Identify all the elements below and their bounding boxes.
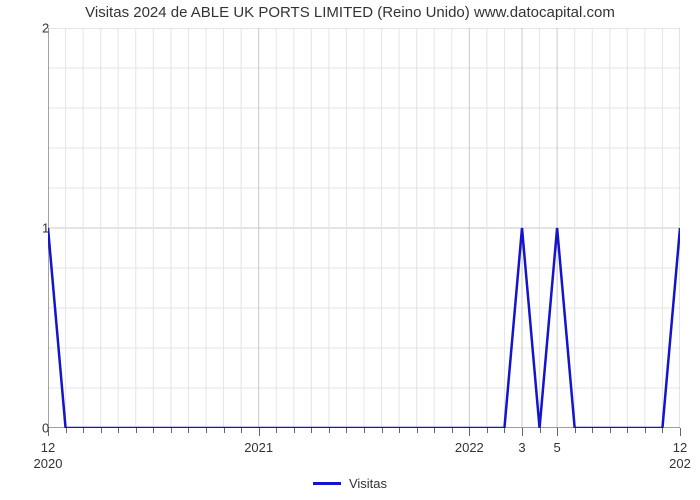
x-axis-tick-label: 2022 xyxy=(455,440,484,456)
x-axis-tick xyxy=(276,428,277,433)
legend-label: Visitas xyxy=(349,476,387,491)
x-axis-tick-label: 5 xyxy=(553,440,560,456)
x-axis-tick xyxy=(575,428,576,433)
x-axis-tick xyxy=(382,428,383,433)
x-axis-tick xyxy=(188,428,189,433)
x-axis-tick xyxy=(311,428,312,433)
x-axis-tick xyxy=(136,428,137,433)
x-axis-tick xyxy=(153,428,154,433)
chart-legend: Visitas xyxy=(0,476,700,491)
x-axis-tick xyxy=(294,428,295,433)
x-axis-tick xyxy=(680,428,681,436)
x-axis-tick xyxy=(452,428,453,433)
legend-swatch xyxy=(313,482,341,485)
x-axis-tick xyxy=(627,428,628,433)
x-axis-tick-label: 2021 xyxy=(244,440,273,456)
x-axis-tick xyxy=(224,428,225,433)
x-axis-tick xyxy=(417,428,418,433)
x-axis-tick xyxy=(259,428,260,436)
x-axis-tick xyxy=(66,428,67,433)
x-axis-tick xyxy=(504,428,505,433)
x-axis-tick xyxy=(118,428,119,433)
x-axis-tick xyxy=(592,428,593,433)
x-axis-tick xyxy=(540,428,541,433)
x-axis-tick xyxy=(487,428,488,433)
chart-title: Visitas 2024 de ABLE UK PORTS LIMITED (R… xyxy=(0,4,700,21)
x-axis-tick-label: 122020 xyxy=(34,440,63,471)
x-axis-tick xyxy=(101,428,102,433)
x-axis-tick xyxy=(48,428,49,436)
x-axis-tick xyxy=(522,428,523,436)
visits-line-chart: Visitas 2024 de ABLE UK PORTS LIMITED (R… xyxy=(0,0,700,500)
x-axis-tick xyxy=(610,428,611,433)
x-axis-tick xyxy=(645,428,646,433)
x-axis-tick xyxy=(364,428,365,433)
x-axis-tick xyxy=(206,428,207,433)
x-axis-tick xyxy=(557,428,558,436)
x-axis-tick xyxy=(83,428,84,433)
x-axis-tick xyxy=(329,428,330,433)
x-axis-tick xyxy=(171,428,172,433)
x-axis-tick xyxy=(469,428,470,436)
x-axis-tick xyxy=(346,428,347,433)
x-axis-tick xyxy=(399,428,400,433)
chart-plot-area xyxy=(48,28,680,428)
x-axis-tick xyxy=(662,428,663,433)
x-axis-tick-label: 3 xyxy=(518,440,525,456)
x-axis-tick-label: 12202 xyxy=(669,440,691,471)
x-axis-tick xyxy=(241,428,242,433)
x-axis-tick xyxy=(434,428,435,433)
